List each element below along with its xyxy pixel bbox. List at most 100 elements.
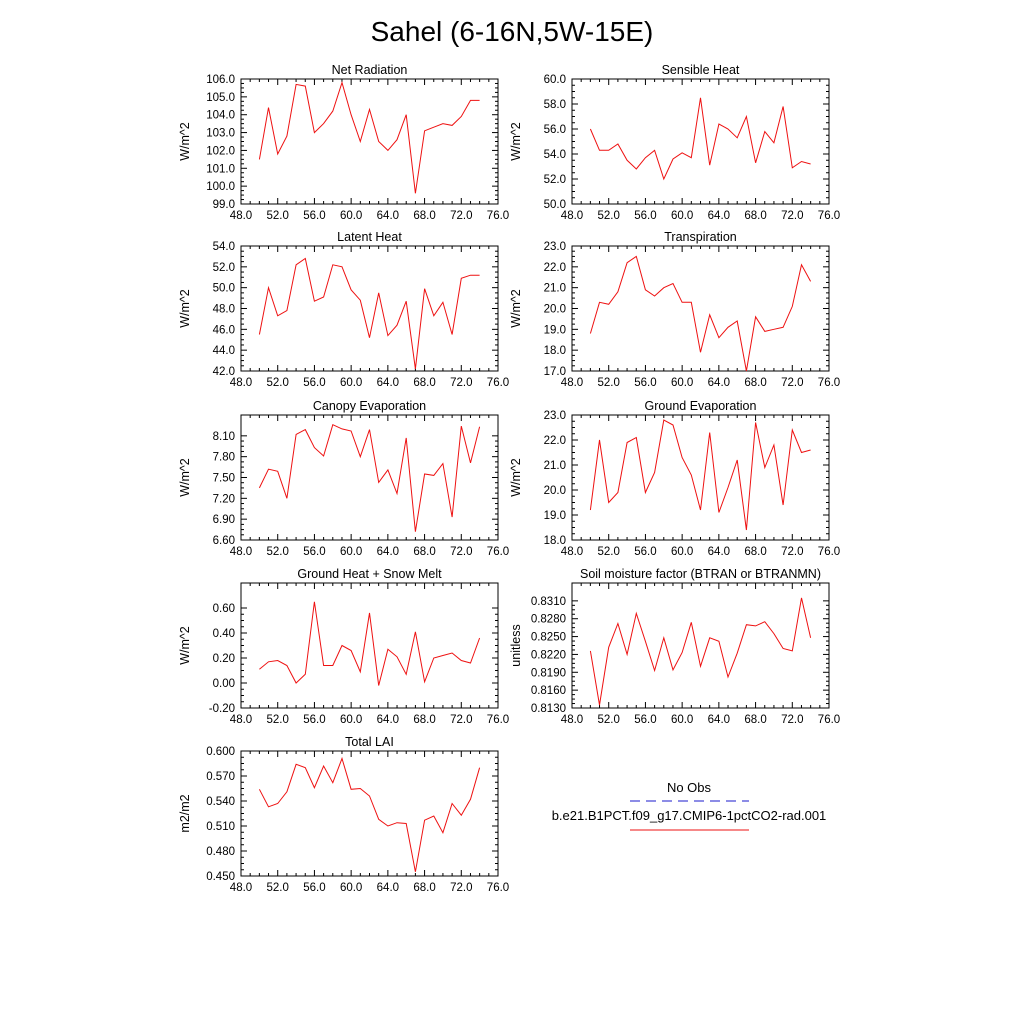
y-axis-label: m2/m2 (178, 794, 192, 832)
y-tick-label: 0.510 (206, 821, 235, 833)
series-line (258, 756, 481, 872)
x-tick-label: 60.0 (671, 714, 693, 726)
y-tick-label: 48.0 (213, 304, 235, 316)
x-tick-label: 68.0 (744, 546, 766, 558)
series-line (589, 419, 811, 531)
x-tick-label: 64.0 (377, 714, 399, 726)
x-tick-label: 76.0 (487, 377, 509, 389)
x-tick-label: 52.0 (267, 714, 289, 726)
series-line (258, 80, 480, 194)
x-tick-label: 64.0 (377, 210, 399, 222)
y-tick-label: 52.0 (544, 174, 566, 186)
x-tick-label: 56.0 (634, 377, 656, 389)
x-tick-label: 52.0 (598, 210, 620, 222)
panel-title: Soil moisture factor (BTRAN or BTRANMN) (580, 567, 821, 581)
x-tick-label: 64.0 (377, 377, 399, 389)
y-tick-label: 54.0 (213, 241, 235, 253)
x-tick-label: 56.0 (303, 546, 325, 558)
y-tick-label: 7.80 (213, 452, 235, 464)
x-tick-label: 52.0 (267, 210, 289, 222)
x-tick-label: 64.0 (708, 546, 730, 558)
y-tick-label: 17.0 (544, 366, 566, 378)
x-tick-label: 72.0 (781, 714, 803, 726)
y-axis-label: W/m^2 (178, 122, 192, 161)
series-line (258, 424, 481, 532)
y-tick-label: 99.0 (213, 199, 235, 211)
y-tick-label: 0.8160 (531, 685, 566, 697)
x-tick-label: 60.0 (671, 546, 693, 558)
panel-3: Latent Heat W/m^2 48.0 52.0 56.0 60.0 64.0 68.0… (178, 230, 509, 389)
x-tick-label: 68.0 (413, 546, 435, 558)
x-tick-label: 72.0 (781, 377, 803, 389)
legend-label-obs: No Obs (667, 780, 712, 795)
y-tick-label: 0.450 (206, 871, 235, 883)
legend-label-run: b.e21.B1PCT.f09_g17.CMIP6-1pctCO2-rad.00… (552, 808, 827, 823)
y-axis-label: W/m^2 (509, 458, 523, 497)
panel-title: Canopy Evaporation (313, 399, 426, 413)
x-tick-label: 76.0 (487, 882, 509, 894)
x-tick-label: 60.0 (340, 882, 362, 894)
y-tick-label: 104.0 (206, 110, 235, 122)
x-tick-label: 48.0 (561, 546, 583, 558)
x-tick-label: 64.0 (708, 714, 730, 726)
y-tick-label: 22.0 (544, 435, 566, 447)
x-tick-label: 64.0 (377, 882, 399, 894)
y-tick-label: 20.0 (544, 485, 566, 497)
x-tick-label: 52.0 (267, 377, 289, 389)
x-tick-label: 64.0 (708, 377, 730, 389)
y-tick-label: 23.0 (544, 241, 566, 253)
y-tick-label: 100.0 (206, 181, 235, 193)
y-axis-label: unitless (509, 624, 523, 666)
x-tick-label: 72.0 (450, 546, 472, 558)
x-tick-label: 76.0 (487, 714, 509, 726)
x-tick-label: 52.0 (598, 714, 620, 726)
panel-8: Soil moisture factor (BTRAN or BTRANMN) u… (509, 567, 840, 726)
x-tick-label: 52.0 (598, 377, 620, 389)
series-line (589, 97, 811, 181)
plot-frame (240, 78, 499, 205)
x-tick-label: 68.0 (744, 377, 766, 389)
x-tick-label: 68.0 (413, 714, 435, 726)
x-tick-label: 72.0 (450, 377, 472, 389)
panel-title: Sensible Heat (662, 63, 740, 77)
y-tick-label: 6.90 (213, 514, 235, 526)
y-tick-label: 21.0 (544, 283, 566, 295)
x-tick-label: 48.0 (561, 210, 583, 222)
x-tick-label: 76.0 (818, 377, 840, 389)
y-tick-label: 21.0 (544, 460, 566, 472)
x-tick-label: 60.0 (671, 377, 693, 389)
y-axis-label: W/m^2 (509, 289, 523, 328)
x-tick-label: 48.0 (230, 714, 252, 726)
x-tick-label: 68.0 (744, 714, 766, 726)
y-tick-label: 7.50 (213, 473, 235, 485)
x-tick-label: 52.0 (598, 546, 620, 558)
y-tick-label: 105.0 (206, 92, 235, 104)
panel-title: Total LAI (345, 735, 394, 749)
x-tick-label: 48.0 (230, 210, 252, 222)
figure-title: Sahel (6-16N,5W-15E) (371, 16, 654, 47)
x-tick-label: 72.0 (450, 882, 472, 894)
y-tick-label: 19.0 (544, 324, 566, 336)
y-tick-label: -0.20 (209, 703, 235, 715)
y-tick-label: 0.20 (213, 653, 235, 665)
x-tick-label: 52.0 (267, 546, 289, 558)
panel-title: Ground Evaporation (645, 399, 757, 413)
panel-2: Sensible Heat W/m^2 48.0 52.0 56.0 60.0 64.0 68… (509, 63, 840, 222)
x-tick-label: 48.0 (230, 546, 252, 558)
x-tick-label: 56.0 (303, 714, 325, 726)
x-tick-label: 56.0 (634, 546, 656, 558)
y-tick-label: 0.40 (213, 628, 235, 640)
y-axis-label: W/m^2 (178, 458, 192, 497)
series-line (589, 255, 812, 372)
x-tick-label: 60.0 (340, 546, 362, 558)
y-tick-label: 8.10 (213, 431, 235, 443)
x-tick-label: 72.0 (450, 714, 472, 726)
y-tick-label: 50.0 (544, 199, 566, 211)
y-tick-label: 44.0 (213, 345, 235, 357)
x-tick-label: 68.0 (413, 210, 435, 222)
x-tick-label: 48.0 (561, 714, 583, 726)
x-tick-label: 68.0 (413, 377, 435, 389)
panel-9: Total LAI m2/m2 48.0 52.0 56.0 60.0 64.0 68.0 72… (178, 735, 509, 894)
y-tick-label: 102.0 (206, 145, 235, 157)
y-tick-label: 0.600 (206, 746, 235, 758)
